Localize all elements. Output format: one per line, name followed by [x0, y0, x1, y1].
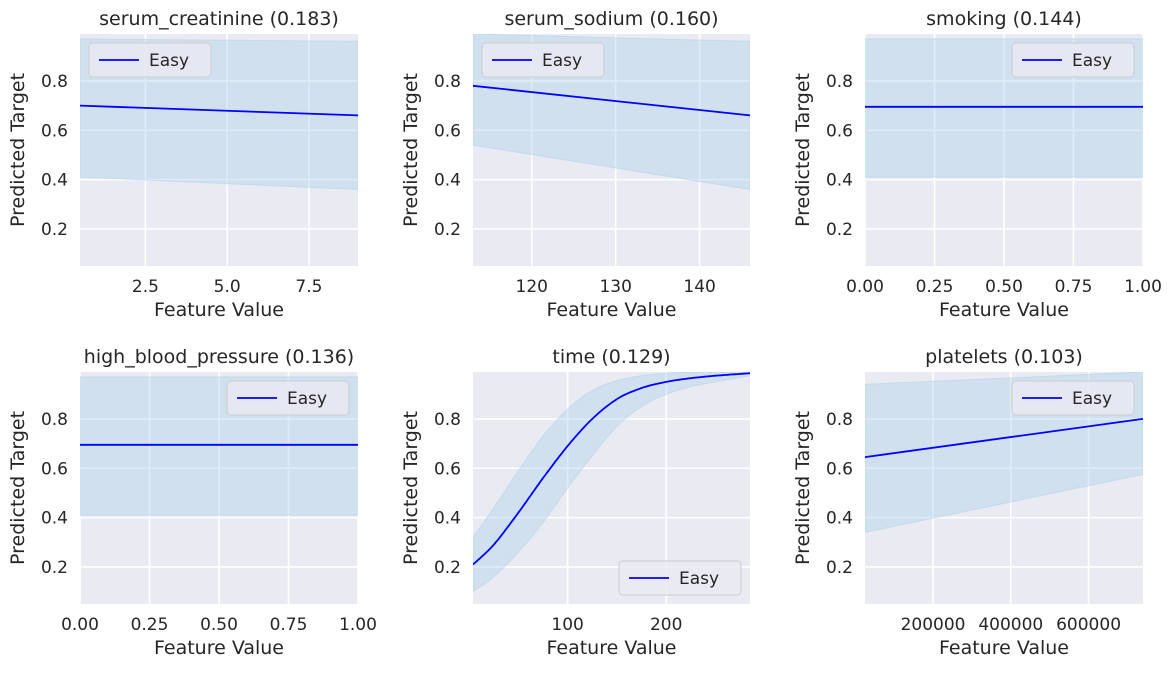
- y-tick-label: 0.8: [826, 72, 853, 92]
- legend: Easy: [482, 43, 604, 77]
- x-tick-label: 1.00: [339, 615, 377, 635]
- x-axis-label: Feature Value: [546, 637, 676, 659]
- legend: Easy: [89, 43, 211, 77]
- legend-label: Easy: [1072, 51, 1112, 71]
- y-tick-label: 0.2: [434, 220, 461, 240]
- y-tick-label: 0.4: [41, 509, 68, 529]
- y-tick-label: 0.2: [434, 558, 461, 578]
- x-tick-label: 0.00: [846, 277, 884, 297]
- y-tick-label: 0.6: [434, 459, 461, 479]
- x-tick-label: 100: [551, 615, 583, 635]
- x-tick-label: 7.5: [295, 277, 322, 297]
- chart-panel: 100 200 0.2 0.4 0.6 0.8 time (0.129) Feature Va…: [400, 346, 750, 659]
- x-tick-label: 600000: [1056, 615, 1121, 635]
- legend: Easy: [619, 561, 741, 595]
- legend: Easy: [1012, 43, 1134, 77]
- chart-panel: 2.5 5.0 7.5 0.2 0.4 0.6 0.8 serum_creatinine (0…: [7, 8, 358, 321]
- y-tick-label: 0.4: [434, 171, 461, 191]
- x-axis-label: Feature Value: [939, 299, 1069, 321]
- x-axis-label: Feature Value: [939, 637, 1069, 659]
- y-tick-label: 0.6: [826, 121, 853, 141]
- panel-title: high_blood_pressure (0.136): [84, 346, 354, 368]
- x-tick-label: 0.50: [985, 277, 1023, 297]
- y-axis-label: Predicted Target: [792, 73, 814, 227]
- x-tick-label: 1.00: [1124, 277, 1162, 297]
- x-tick-label: 0.75: [1055, 277, 1093, 297]
- legend-label: Easy: [679, 569, 719, 589]
- y-tick-label: 0.6: [434, 121, 461, 141]
- y-tick-label: 0.6: [826, 459, 853, 479]
- legend: Easy: [1012, 381, 1134, 415]
- y-axis-label: Predicted Target: [7, 73, 29, 227]
- x-tick-label: 0.75: [270, 615, 308, 635]
- y-tick-label: 0.8: [826, 410, 853, 430]
- x-axis-label: Feature Value: [154, 299, 284, 321]
- y-tick-label: 0.8: [434, 72, 461, 92]
- y-tick-label: 0.8: [41, 410, 68, 430]
- y-tick-label: 0.2: [41, 558, 68, 578]
- y-tick-label: 0.2: [41, 220, 68, 240]
- x-tick-label: 140: [683, 277, 715, 297]
- x-tick-label: 200: [650, 615, 682, 635]
- y-tick-label: 0.2: [826, 220, 853, 240]
- x-tick-label: 0.25: [131, 615, 169, 635]
- panel-title: serum_sodium (0.160): [504, 8, 718, 30]
- panel-title: smoking (0.144): [926, 8, 1082, 30]
- x-tick-label: 0.25: [916, 277, 954, 297]
- x-tick-label: 0.00: [61, 615, 99, 635]
- y-tick-label: 0.4: [41, 171, 68, 191]
- y-tick-label: 0.8: [434, 410, 461, 430]
- panels-container: 2.5 5.0 7.5 0.2 0.4 0.6 0.8 serum_creatinine (0…: [7, 8, 1162, 659]
- x-axis-label: Feature Value: [154, 637, 284, 659]
- y-tick-label: 0.4: [826, 171, 853, 191]
- legend: Easy: [227, 381, 349, 415]
- chart-panel: 120 130 140 0.2 0.4 0.6 0.8 serum_sodium (0.160…: [400, 8, 750, 321]
- x-tick-label: 400000: [978, 615, 1043, 635]
- chart-panel: 0.00 0.25 0.50 0.75 1.00 0.2 0.4 0.6 0.8 high_blo…: [7, 346, 377, 659]
- y-tick-label: 0.6: [41, 121, 68, 141]
- x-axis-label: Feature Value: [546, 299, 676, 321]
- chart-panel: 200000 400000 600000 0.2 0.4 0.6 0.8 platelets …: [792, 346, 1143, 659]
- y-tick-label: 0.4: [434, 509, 461, 529]
- x-tick-label: 0.50: [200, 615, 238, 635]
- y-tick-label: 0.2: [826, 558, 853, 578]
- y-tick-label: 0.4: [826, 509, 853, 529]
- x-tick-label: 2.5: [132, 277, 159, 297]
- y-tick-label: 0.8: [41, 72, 68, 92]
- y-axis-label: Predicted Target: [400, 73, 422, 227]
- legend-label: Easy: [287, 389, 327, 409]
- chart-panel: 0.00 0.25 0.50 0.75 1.00 0.2 0.4 0.6 0.8 smoking …: [792, 8, 1162, 321]
- panel-title: platelets (0.103): [925, 346, 1083, 368]
- y-axis-label: Predicted Target: [400, 411, 422, 565]
- legend-label: Easy: [149, 51, 189, 71]
- x-tick-label: 5.0: [214, 277, 241, 297]
- y-tick-label: 0.6: [41, 459, 68, 479]
- panel-title: serum_creatinine (0.183): [99, 8, 339, 30]
- x-tick-label: 120: [516, 277, 548, 297]
- x-tick-label: 200000: [901, 615, 966, 635]
- panel-title: time (0.129): [552, 346, 670, 368]
- legend-label: Easy: [1072, 389, 1112, 409]
- y-axis-label: Predicted Target: [792, 411, 814, 565]
- x-tick-label: 130: [599, 277, 631, 297]
- legend-label: Easy: [542, 51, 582, 71]
- y-axis-label: Predicted Target: [7, 411, 29, 565]
